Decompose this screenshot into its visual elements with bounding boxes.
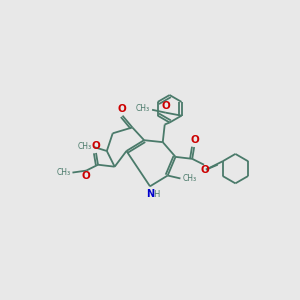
Text: CH₃: CH₃ bbox=[56, 168, 70, 177]
Text: N: N bbox=[146, 189, 154, 199]
Text: O: O bbox=[117, 104, 126, 114]
Text: CH₃: CH₃ bbox=[78, 142, 92, 151]
Text: CH₃: CH₃ bbox=[136, 104, 150, 113]
Text: O: O bbox=[161, 101, 170, 111]
Text: H: H bbox=[153, 190, 159, 199]
Text: O: O bbox=[191, 135, 200, 145]
Text: O: O bbox=[92, 141, 100, 151]
Text: CH₃: CH₃ bbox=[182, 174, 197, 183]
Text: O: O bbox=[82, 172, 91, 182]
Text: O: O bbox=[201, 165, 209, 175]
